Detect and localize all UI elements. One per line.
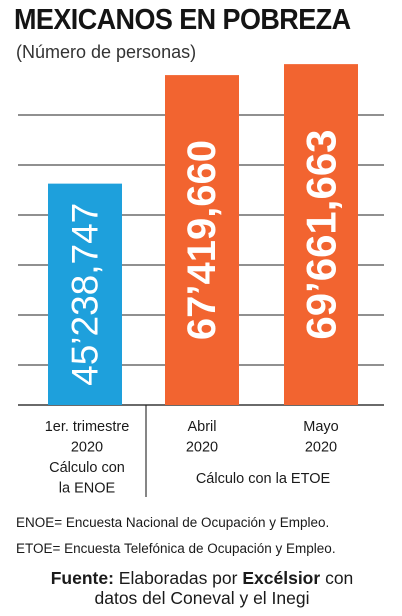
category-labels: 1er. trimestre 2020 Cálculo con la ENOE Abri… (45, 419, 339, 497)
source-brand: Excélsior (242, 568, 321, 588)
source-text-1: Elaboradas por (118, 568, 238, 588)
note-etoe: ETOE= Encuesta Telefónica de Ocupación y… (16, 541, 336, 556)
group-label-etoe: Cálculo con la ETOE (196, 471, 331, 487)
bar (284, 64, 358, 406)
source-text-2: con (325, 568, 354, 588)
bar (165, 75, 239, 405)
category-label: la ENOE (59, 481, 116, 497)
category-label: Abril (187, 419, 216, 435)
category-label: 2020 (186, 440, 218, 456)
source-label: Fuente: (50, 568, 114, 588)
bar-value-label: 45’238,747 (65, 203, 106, 386)
source-credit: Fuente: Elaboradas por Excélsior con dat… (22, 568, 382, 608)
bar-chart: 45’238,747 67’419,660 69’661,663 1er. trim… (18, 64, 384, 497)
chart-title: MEXICANOS EN POBREZA (14, 4, 351, 36)
bar (48, 183, 122, 405)
bar-value-label: 69’661,663 (298, 129, 345, 339)
chart-subtitle: (Número de personas) (16, 42, 197, 62)
note-enoe: ENOE= Encuesta Nacional de Ocupación y E… (16, 515, 330, 530)
category-label: 1er. trimestre (45, 419, 130, 435)
category-label: 2020 (71, 440, 103, 456)
category-label: Cálculo con (49, 460, 125, 476)
category-label: Mayo (303, 419, 338, 435)
bars: 45’238,747 67’419,660 69’661,663 (48, 64, 358, 406)
category-label: 2020 (305, 440, 337, 456)
bar-value-label: 67’419,660 (180, 140, 224, 340)
source-line-2: datos del Coneval y el Inegi (94, 588, 310, 608)
